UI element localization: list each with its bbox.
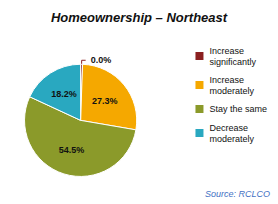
svg-text:moderately: moderately — [209, 134, 254, 144]
svg-text:Stay the same: Stay the same — [209, 104, 267, 114]
svg-text:18.2%: 18.2% — [51, 89, 77, 99]
svg-text:Homeownership – Northeast: Homeownership – Northeast — [51, 10, 228, 25]
svg-text:54.5%: 54.5% — [59, 145, 85, 155]
svg-text:Source: RCLCO: Source: RCLCO — [205, 189, 270, 199]
svg-text:Increase: Increase — [209, 75, 244, 85]
svg-text:significantly: significantly — [209, 57, 256, 67]
svg-text:moderately: moderately — [209, 86, 254, 96]
svg-text:0.0%: 0.0% — [91, 55, 112, 65]
svg-text:Decrease: Decrease — [209, 123, 248, 133]
svg-text:Increase: Increase — [209, 46, 244, 56]
svg-text:27.3%: 27.3% — [92, 96, 118, 106]
